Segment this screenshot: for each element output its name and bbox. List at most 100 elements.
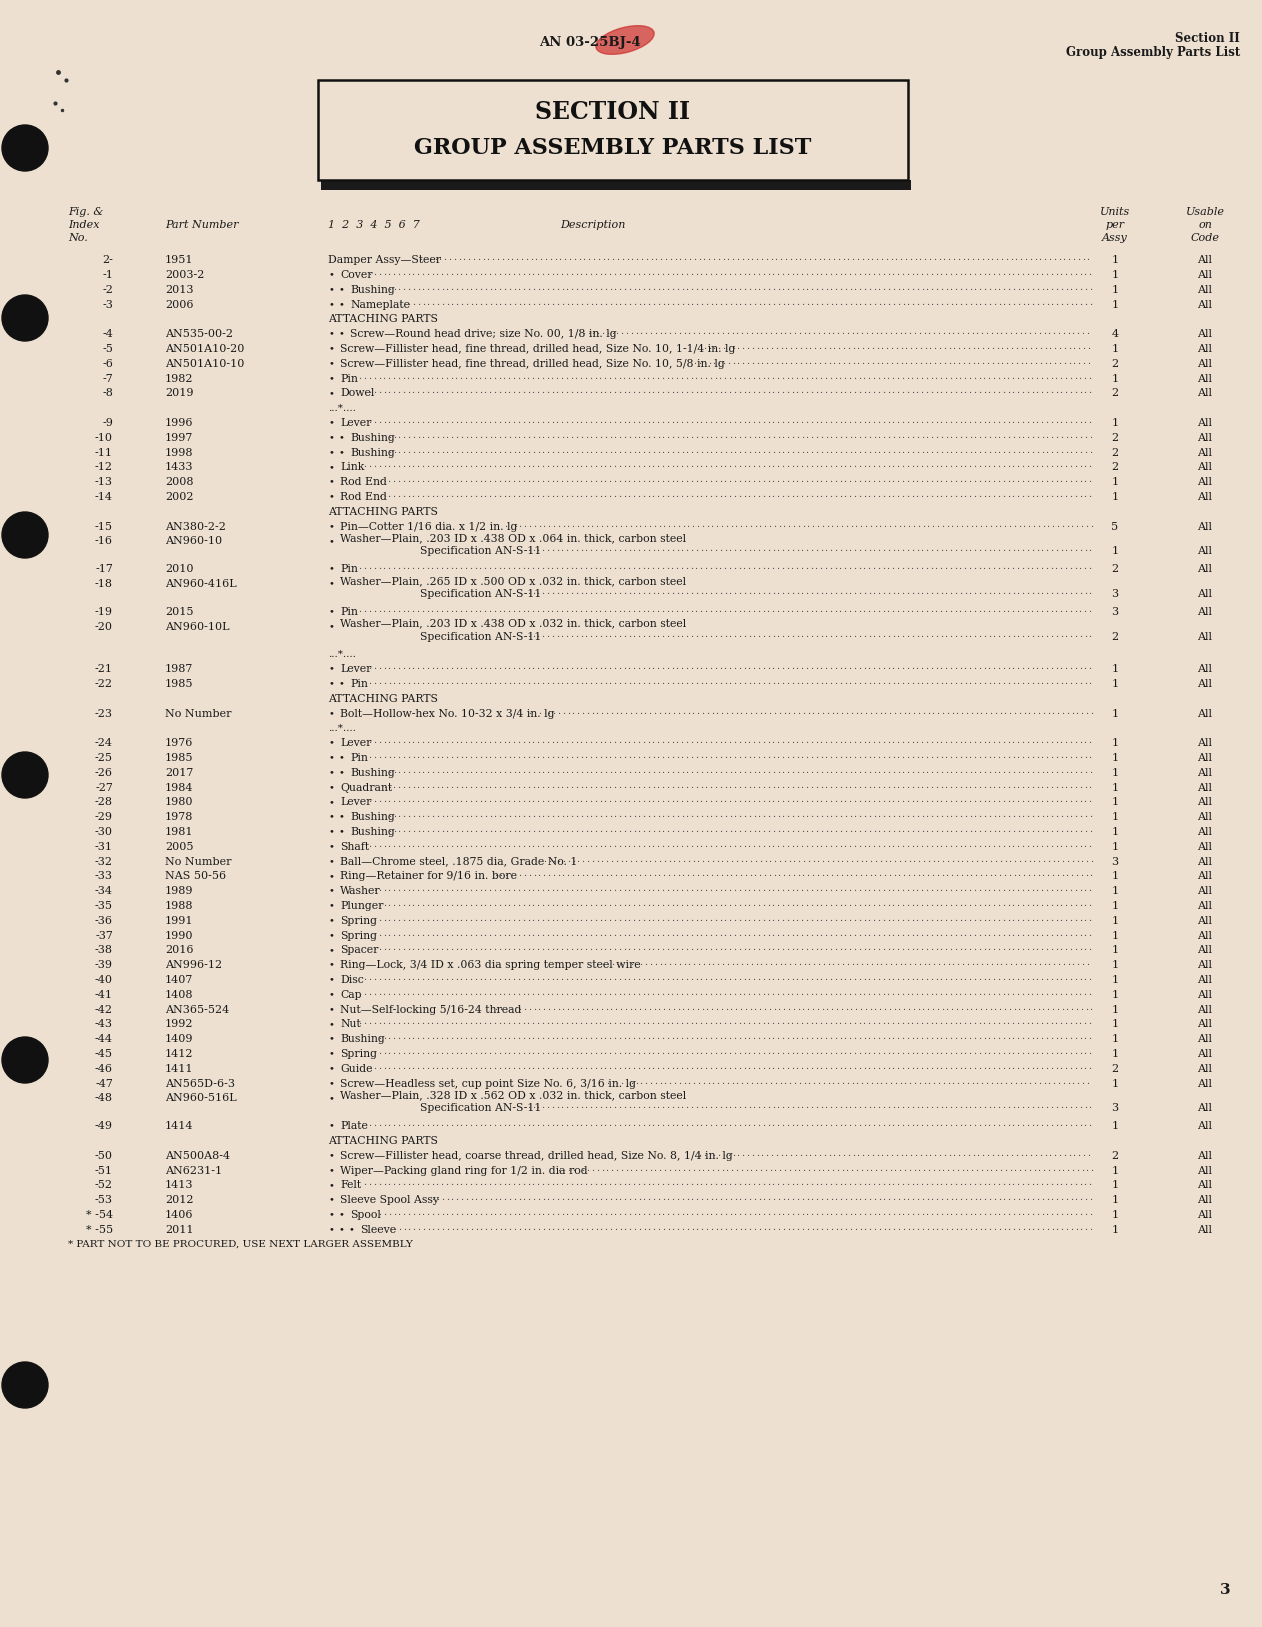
Text: * PART NOT TO BE PROCURED, USE NEXT LARGER ASSEMBLY: * PART NOT TO BE PROCURED, USE NEXT LARG… bbox=[68, 1240, 413, 1250]
Text: .: . bbox=[939, 914, 943, 923]
Text: All: All bbox=[1198, 1210, 1213, 1220]
Text: .: . bbox=[651, 1178, 655, 1188]
Text: .: . bbox=[670, 883, 674, 893]
Text: .: . bbox=[454, 914, 458, 923]
Text: .: . bbox=[930, 630, 933, 638]
Text: •: • bbox=[328, 991, 334, 999]
Text: .: . bbox=[767, 545, 770, 553]
Text: .: . bbox=[997, 735, 1001, 745]
Text: .: . bbox=[1021, 796, 1025, 804]
Text: .: . bbox=[1016, 735, 1020, 745]
Text: All: All bbox=[1198, 945, 1213, 955]
Text: .: . bbox=[842, 254, 844, 262]
Text: .: . bbox=[814, 988, 818, 997]
Text: .: . bbox=[723, 1062, 727, 1071]
Text: .: . bbox=[690, 490, 693, 499]
Text: .: . bbox=[401, 735, 405, 745]
Text: .: . bbox=[1084, 914, 1087, 923]
Text: .: . bbox=[1074, 752, 1078, 760]
Text: .: . bbox=[883, 706, 887, 716]
Text: .: . bbox=[714, 973, 717, 983]
Text: .: . bbox=[906, 735, 909, 745]
Text: .: . bbox=[868, 810, 871, 818]
Text: .: . bbox=[747, 1062, 751, 1071]
Text: .: . bbox=[801, 283, 804, 291]
Text: .: . bbox=[917, 706, 920, 716]
Text: .: . bbox=[747, 545, 751, 553]
Text: AN565D-6-3: AN565D-6-3 bbox=[165, 1079, 235, 1088]
Text: .: . bbox=[993, 298, 996, 306]
Text: .: . bbox=[974, 1224, 977, 1232]
Text: .: . bbox=[973, 766, 977, 774]
Text: .: . bbox=[809, 1149, 811, 1158]
Text: •: • bbox=[328, 1121, 334, 1131]
Text: .: . bbox=[863, 914, 866, 923]
Text: .: . bbox=[822, 1163, 824, 1173]
Text: .: . bbox=[565, 766, 569, 774]
Text: .: . bbox=[974, 1193, 977, 1202]
Text: .: . bbox=[983, 883, 986, 893]
Text: .: . bbox=[979, 1002, 982, 1012]
Text: .: . bbox=[1037, 327, 1041, 337]
Text: .: . bbox=[698, 1149, 702, 1158]
Text: .: . bbox=[886, 342, 888, 351]
Text: .: . bbox=[517, 460, 520, 469]
Text: .: . bbox=[815, 1119, 818, 1128]
Text: .: . bbox=[844, 766, 847, 774]
Text: .: . bbox=[955, 869, 958, 879]
Text: .: . bbox=[1088, 944, 1092, 952]
Text: .: . bbox=[411, 1207, 415, 1217]
Text: .: . bbox=[377, 386, 381, 395]
Text: .: . bbox=[796, 869, 800, 879]
Text: .: . bbox=[598, 988, 602, 997]
Text: .: . bbox=[1012, 929, 1015, 937]
Text: .: . bbox=[456, 825, 458, 835]
Text: .: . bbox=[449, 371, 453, 381]
Text: .: . bbox=[748, 825, 751, 835]
Text: .: . bbox=[872, 1017, 876, 1027]
Text: .: . bbox=[986, 327, 988, 337]
Text: .: . bbox=[699, 268, 703, 277]
Text: .: . bbox=[687, 519, 689, 529]
Text: .: . bbox=[906, 973, 909, 983]
Text: .: . bbox=[795, 781, 799, 789]
Text: .: . bbox=[1058, 958, 1060, 966]
Text: .: . bbox=[1021, 417, 1025, 425]
Text: .: . bbox=[536, 1119, 539, 1128]
Text: .: . bbox=[901, 840, 904, 849]
Text: .: . bbox=[781, 840, 784, 849]
Text: .: . bbox=[369, 796, 371, 804]
Text: .: . bbox=[687, 869, 689, 879]
Text: .: . bbox=[719, 677, 722, 687]
Text: .: . bbox=[654, 1077, 658, 1085]
Text: .: . bbox=[647, 810, 650, 818]
Text: .: . bbox=[392, 431, 396, 439]
Text: .: . bbox=[546, 1101, 549, 1110]
Text: .: . bbox=[1074, 605, 1076, 613]
Text: .: . bbox=[935, 490, 938, 499]
Text: .: . bbox=[890, 1149, 893, 1158]
Text: .: . bbox=[791, 796, 794, 804]
Text: .: . bbox=[387, 1062, 390, 1071]
Text: -46: -46 bbox=[95, 1064, 114, 1074]
Text: 1: 1 bbox=[1112, 374, 1118, 384]
Text: .: . bbox=[939, 662, 943, 672]
Text: .: . bbox=[675, 605, 679, 613]
Text: .: . bbox=[464, 1062, 467, 1071]
Text: .: . bbox=[1002, 605, 1005, 613]
Text: 1: 1 bbox=[1112, 1121, 1118, 1131]
Text: .: . bbox=[815, 883, 818, 893]
Text: .: . bbox=[789, 958, 791, 966]
Text: .: . bbox=[743, 545, 746, 553]
Text: .: . bbox=[719, 900, 722, 908]
Text: .: . bbox=[403, 900, 405, 908]
Text: .: . bbox=[422, 929, 424, 937]
Text: .: . bbox=[538, 869, 540, 879]
Text: .: . bbox=[530, 254, 533, 262]
Text: .: . bbox=[1079, 1193, 1083, 1202]
Text: .: . bbox=[733, 825, 737, 835]
Text: .: . bbox=[1012, 431, 1015, 439]
Text: Sleeve: Sleeve bbox=[360, 1225, 396, 1235]
Text: .: . bbox=[675, 900, 679, 908]
Text: .: . bbox=[844, 298, 847, 306]
